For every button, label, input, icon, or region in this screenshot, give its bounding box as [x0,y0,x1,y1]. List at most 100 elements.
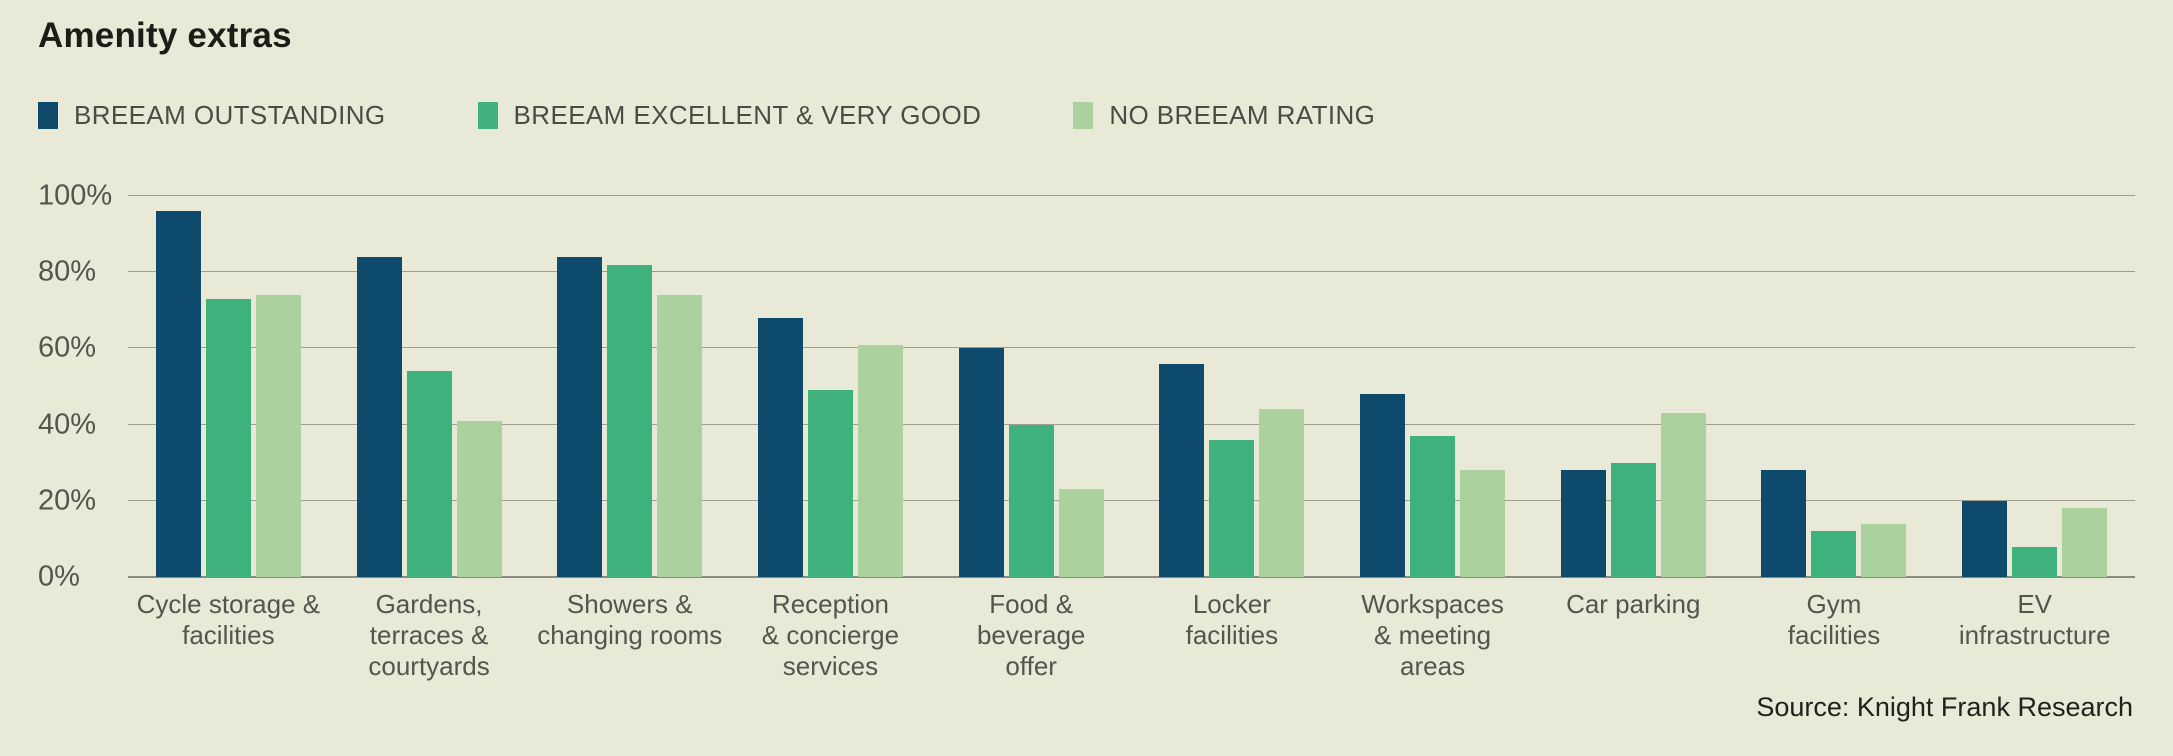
x-axis-category-label-line: facilities [1787,620,1881,650]
bar [255,295,301,577]
legend-item-no-rating: NO BREEAM RATING [1073,100,1375,131]
bar [1560,470,1606,577]
x-axis-category-label: Gym facilities [1734,589,1935,682]
x-axis-category-label: EV infrastructure [1934,589,2135,682]
gridline [128,195,2135,196]
bar-group [1934,196,2135,577]
bar-chart: 100% 80% 60% 40% 20% 0% Cycle storage & facili… [38,180,2135,682]
x-axis-category-label-line: facilities [182,620,275,650]
legend-label: NO BREEAM RATING [1109,100,1376,130]
bar-group [1332,196,1533,577]
x-axis-category-label-line: EV [2017,589,2053,619]
gridline [128,271,2135,273]
bar [807,390,853,577]
legend: BREEAM OUTSTANDING BREEAM EXCELLENT & VE… [38,100,1375,131]
legend-label: BREEAM EXCELLENT & VERY GOOD [513,100,982,130]
y-axis: 100% 80% 60% 40% 20% 0% [38,180,128,593]
legend-item-excellent-verygood: BREEAM EXCELLENT & VERY GOOD [477,100,982,131]
x-axis-category-label-line: changing rooms [537,620,723,650]
bar [356,256,402,577]
bar [1962,500,2008,577]
legend-swatch-no-rating [1073,102,1094,129]
bar [1008,424,1054,577]
bar [1259,409,1305,577]
x-axis-category-label: Food & beverage offer [931,589,1132,682]
bar-group [128,196,329,577]
bar [1209,439,1255,577]
bar-group [730,196,931,577]
bar [406,371,452,577]
y-axis-tick-label: 40% [38,408,97,441]
plot-area [128,195,2135,578]
gridline [128,423,2135,425]
bar [1410,436,1456,577]
x-axis-category-label: Workspaces & meeting areas [1332,589,1533,682]
bar [205,298,251,577]
bar [155,211,201,577]
x-axis-category-label-line: Locker [1192,589,1271,619]
bar [857,344,903,577]
x-axis-category-label-line: areas [1400,651,1466,681]
bar-group [1734,196,1935,577]
x-axis-category-label: Car parking [1533,589,1734,682]
y-axis-tick-label: 20% [38,484,97,517]
y-axis-tick-label: 60% [38,331,97,364]
bar [557,256,603,577]
x-axis-category-label-line: & meeting [1374,620,1492,650]
bar-group [1533,196,1734,577]
x-axis-category-label: Showers & changing rooms [529,589,730,682]
bar-groups [128,196,2135,577]
legend-swatch-excellent-verygood [477,102,498,129]
bar [657,295,703,577]
bar [757,317,803,577]
x-axis-category-label: Gardens, terraces & courtyards [329,589,530,682]
x-axis-labels: Cycle storage & facilities Gardens, terrace… [128,589,2135,682]
bar [1811,531,1857,577]
x-axis-category-label-line: Gym [1806,589,1862,619]
bar [2062,508,2108,577]
chart-title: Amenity extras [38,16,292,55]
x-axis-category-label-line: services [782,651,879,681]
x-axis-category-label: Locker facilities [1132,589,1333,682]
bar [1861,523,1907,577]
legend-label: BREEAM OUTSTANDING [74,100,386,130]
bar-group [931,196,1132,577]
x-axis-category-label-line: terraces & [369,620,489,650]
gridline [128,347,2135,349]
legend-item-outstanding: BREEAM OUTSTANDING [38,100,386,131]
x-axis-baseline [128,576,2135,578]
x-axis-category-label: Cycle storage & facilities [128,589,329,682]
source-caption: Source: Knight Frank Research [1756,692,2133,722]
x-axis-category-label-line: Food & [989,589,1074,619]
bar [1761,470,1807,577]
y-axis-tick-label: 0% [38,560,80,593]
bar [1660,413,1706,577]
bar [958,348,1004,577]
bar [1159,363,1205,577]
bar-group [529,196,730,577]
x-axis-category-label-line: infrastructure [1958,620,2111,650]
legend-swatch-outstanding [38,102,58,129]
x-axis-category-label-line: beverage [976,620,1086,650]
y-axis-tick-label: 100% [38,179,113,212]
bar-group [329,196,530,577]
x-axis-category-label: Reception & concierge services [730,589,931,682]
x-axis-category-label-line: & concierge [761,620,900,650]
bar [456,420,502,577]
x-axis-category-label-line: offer [1005,651,1057,681]
bar [607,264,653,577]
bar [2012,546,2058,577]
x-axis-category-label-line: Reception [771,589,889,619]
x-axis-category-label-line: facilities [1185,620,1279,650]
bar [1360,394,1406,577]
gridline [128,499,2135,501]
x-axis-category-label-line: Car parking [1566,589,1701,619]
bar [1058,489,1104,577]
x-axis-category-label-line: Workspaces [1361,589,1504,619]
x-axis-category-label-line: courtyards [368,651,490,681]
x-axis-category-label-line: Gardens, [375,589,483,619]
x-axis-category-label-line: Showers & [566,589,693,619]
bar-group [1132,196,1333,577]
y-axis-tick-label: 80% [38,255,97,288]
